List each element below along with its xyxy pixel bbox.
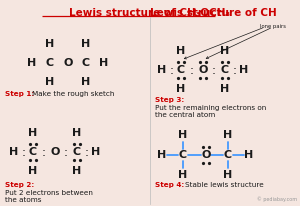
Text: :: : xyxy=(232,63,236,76)
Text: H: H xyxy=(92,147,100,157)
Text: H: H xyxy=(176,46,186,56)
Text: Step 1:: Step 1: xyxy=(5,91,34,97)
Text: :: : xyxy=(22,145,26,158)
Text: C: C xyxy=(221,65,229,75)
Text: C: C xyxy=(82,58,90,68)
Text: H: H xyxy=(28,166,38,176)
Text: H: H xyxy=(220,84,230,94)
Text: C: C xyxy=(224,150,232,160)
Text: H: H xyxy=(27,58,37,68)
Text: H: H xyxy=(9,147,19,157)
Text: Lewis structure of CH₃OCH₃: Lewis structure of CH₃OCH₃ xyxy=(69,8,231,18)
Text: Put 2 electrons between: Put 2 electrons between xyxy=(5,190,93,196)
Text: :: : xyxy=(190,63,194,76)
Text: :: : xyxy=(85,145,88,158)
Text: Step 4:: Step 4: xyxy=(155,182,184,188)
Text: O: O xyxy=(50,147,60,157)
Text: O: O xyxy=(201,150,211,160)
Text: Make the rough sketch: Make the rough sketch xyxy=(32,91,114,97)
Text: H: H xyxy=(220,46,230,56)
Text: H: H xyxy=(224,130,232,140)
Text: H: H xyxy=(239,65,249,75)
Text: © pediabay.com: © pediabay.com xyxy=(257,196,297,202)
Text: H: H xyxy=(158,65,166,75)
Text: :: : xyxy=(212,63,216,76)
Text: Lewis structure of CH: Lewis structure of CH xyxy=(150,8,277,18)
Text: H: H xyxy=(28,128,38,138)
Text: C: C xyxy=(46,58,54,68)
Text: H: H xyxy=(176,84,186,94)
Text: the central atom: the central atom xyxy=(155,112,215,118)
Text: H: H xyxy=(244,150,253,160)
Text: H: H xyxy=(224,170,232,180)
Text: C: C xyxy=(29,147,37,157)
Text: H: H xyxy=(72,128,82,138)
Text: H: H xyxy=(178,170,188,180)
Text: H: H xyxy=(45,39,55,49)
Text: C: C xyxy=(73,147,81,157)
Text: Stable lewis structure: Stable lewis structure xyxy=(185,182,264,188)
Text: Step 2:: Step 2: xyxy=(5,182,34,188)
Text: H: H xyxy=(81,39,91,49)
Text: H: H xyxy=(45,77,55,87)
Text: C: C xyxy=(179,150,187,160)
Text: :: : xyxy=(64,145,68,158)
Text: Put the remaining electrons on: Put the remaining electrons on xyxy=(155,105,266,111)
Text: H: H xyxy=(72,166,82,176)
Text: the atoms: the atoms xyxy=(5,197,41,203)
Text: lone pairs: lone pairs xyxy=(260,24,286,29)
Text: C: C xyxy=(177,65,185,75)
Text: Step 3:: Step 3: xyxy=(155,97,184,103)
Text: O: O xyxy=(198,65,208,75)
Text: :: : xyxy=(42,145,46,158)
Text: H: H xyxy=(158,150,166,160)
Text: :: : xyxy=(169,63,173,76)
Text: O: O xyxy=(63,58,73,68)
Text: H: H xyxy=(99,58,109,68)
Text: H: H xyxy=(178,130,188,140)
Text: H: H xyxy=(81,77,91,87)
